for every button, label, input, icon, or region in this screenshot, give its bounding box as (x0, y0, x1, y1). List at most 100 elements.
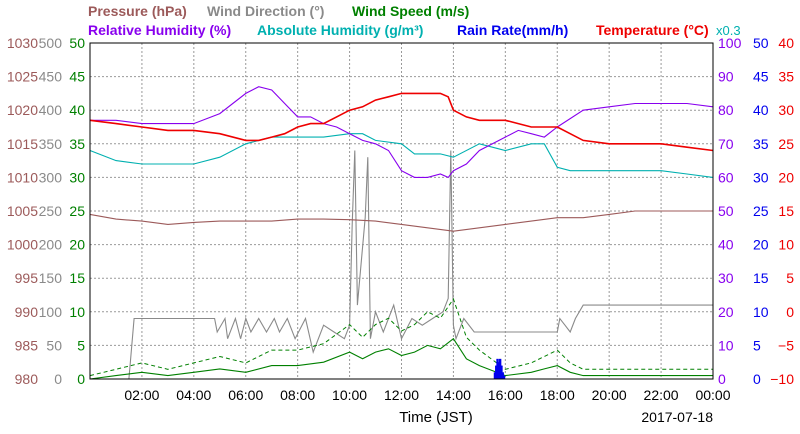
left-axes: 1030102510201015101010051000995990985980… (7, 35, 85, 387)
legend-absolute-humidity: Absolute Humidity (g/m³) (257, 22, 423, 38)
rain-rate-tick-label: 5 (753, 337, 761, 353)
rain-rate-bar (497, 362, 501, 379)
relative-humidity-tick-label: 90 (718, 69, 734, 85)
x-tick-label: 06:00 (228, 387, 263, 403)
rain-rate-tick-label: 15 (753, 270, 769, 286)
x-tick-label: 02:00 (124, 387, 159, 403)
legend-temperature: Temperature (°C) (596, 22, 709, 38)
right-axes: 1009080706050403020100504540353025201510… (718, 35, 794, 387)
relative-humidity-tick-label: 20 (718, 304, 734, 320)
temperature-tick-label: 35 (778, 69, 794, 85)
pressure-tick-label: 1005 (7, 203, 38, 219)
pressure-tick-label: 1030 (7, 35, 38, 51)
x-tick-label: 10:00 (332, 387, 367, 403)
temperature-series-line (89, 92, 714, 152)
series-layer (89, 86, 714, 380)
x-tick-label: 04:00 (176, 387, 211, 403)
x-tick-label: 20:00 (592, 387, 627, 403)
pressure-tick-label: 980 (15, 371, 39, 387)
rain-rate-bar (500, 365, 503, 379)
wind-direction-tick-label: 300 (39, 169, 63, 185)
wind-speed-tick-label: 0 (77, 371, 85, 387)
wind-speed-tick-label: 15 (69, 270, 85, 286)
wind-speed-tick-label: 10 (69, 304, 85, 320)
temperature-tick-label: 5 (786, 270, 794, 286)
rain-rate-tick-label: 20 (753, 237, 769, 253)
pressure-series-line (89, 210, 713, 232)
rain-rate-tick-label: 50 (753, 35, 769, 51)
rain-rate-bar (501, 372, 504, 379)
wind-speed-tick-label: 40 (69, 102, 85, 118)
wind-direction-tick-label: 50 (46, 337, 62, 353)
temperature-tick-label: 20 (778, 169, 794, 185)
temperature-tick-label: −5 (778, 337, 794, 353)
wind-gust-series-line (89, 297, 713, 377)
temperature-tick-label: 30 (778, 102, 794, 118)
legend-note: x0.3 (716, 23, 741, 38)
x-tick-label: 08:00 (280, 387, 315, 403)
x-axis-label: Time (JST) (399, 409, 473, 426)
pressure-tick-label: 1020 (7, 102, 38, 118)
legend: Pressure (hPa) Wind Direction (°) Wind S… (88, 3, 741, 38)
temperature-tick-label: 15 (778, 203, 794, 219)
wind-direction-tick-label: 250 (39, 203, 63, 219)
wind-direction-tick-label: 450 (39, 69, 63, 85)
pressure-tick-label: 1015 (7, 136, 38, 152)
relative-humidity-tick-label: 100 (718, 35, 742, 51)
wind-speed-tick-label: 25 (69, 203, 85, 219)
wind-direction-tick-label: 400 (39, 102, 63, 118)
wind-speed-series-line (89, 337, 713, 380)
legend-wind-speed: Wind Speed (m/s) (352, 3, 469, 19)
relative-humidity-tick-label: 80 (718, 102, 734, 118)
wind-speed-tick-label: 5 (77, 337, 85, 353)
temperature-tick-label: 25 (778, 136, 794, 152)
pressure-tick-label: 1025 (7, 69, 38, 85)
rain-rate-tick-label: 0 (753, 371, 761, 387)
x-axis: 02:00 04:00 06:00 08:00 10:00 12:00 14:00 16:00… (124, 387, 730, 403)
plot-frame (89, 42, 714, 380)
rain-rate-tick-label: 40 (753, 102, 769, 118)
rain-rate-bar (498, 358, 502, 379)
temperature-tick-label: 40 (778, 35, 794, 51)
rain-rate-bar (502, 375, 506, 379)
temperature-tick-label: 0 (786, 304, 794, 320)
wind-speed-tick-label: 35 (69, 136, 85, 152)
rain-rate-tick-label: 25 (753, 203, 769, 219)
pressure-tick-label: 1000 (7, 237, 38, 253)
temperature-tick-label: 10 (778, 237, 794, 253)
x-tick-label: 16:00 (488, 387, 523, 403)
wind-speed-tick-label: 45 (69, 69, 85, 85)
legend-relative-humidity: Relative Humidity (%) (88, 22, 231, 38)
legend-wind-direction: Wind Direction (°) (207, 3, 324, 19)
wind-speed-tick-label: 30 (69, 169, 85, 185)
x-tick-label: 14:00 (436, 387, 471, 403)
legend-pressure: Pressure (hPa) (88, 3, 187, 19)
wind-direction-tick-label: 0 (54, 371, 62, 387)
wind-direction-tick-label: 200 (39, 237, 63, 253)
relative-humidity-tick-label: 40 (718, 237, 734, 253)
wind-speed-tick-label: 50 (69, 35, 85, 51)
legend-rain-rate: Rain Rate(mm/h) (457, 22, 568, 38)
relative-humidity-tick-label: 10 (718, 337, 734, 353)
date-label: 2017-07-18 (641, 409, 713, 425)
x-tick-label: 18:00 (540, 387, 575, 403)
rain-rate-bar (496, 358, 499, 379)
wind-direction-series-line (90, 150, 713, 380)
rain-rate-tick-label: 45 (753, 69, 769, 85)
relative-humidity-tick-label: 0 (718, 371, 726, 387)
pressure-tick-label: 985 (15, 337, 39, 353)
relative-humidity-tick-label: 70 (718, 136, 734, 152)
relative-humidity-tick-label: 60 (718, 169, 734, 185)
wind-speed-tick-label: 20 (69, 237, 85, 253)
rain-rate-tick-label: 30 (753, 169, 769, 185)
rain-rate-bar (495, 365, 498, 379)
x-tick-label: 12:00 (384, 387, 419, 403)
rain-rate-bar (493, 372, 497, 379)
relative-humidity-series-line (89, 133, 714, 178)
rain-rate-tick-label: 35 (753, 136, 769, 152)
wind-direction-tick-label: 150 (39, 270, 63, 286)
temperature-tick-label: −10 (770, 371, 794, 387)
relative-humidity-tick-label: 50 (718, 203, 734, 219)
wind-direction-tick-label: 500 (39, 35, 63, 51)
